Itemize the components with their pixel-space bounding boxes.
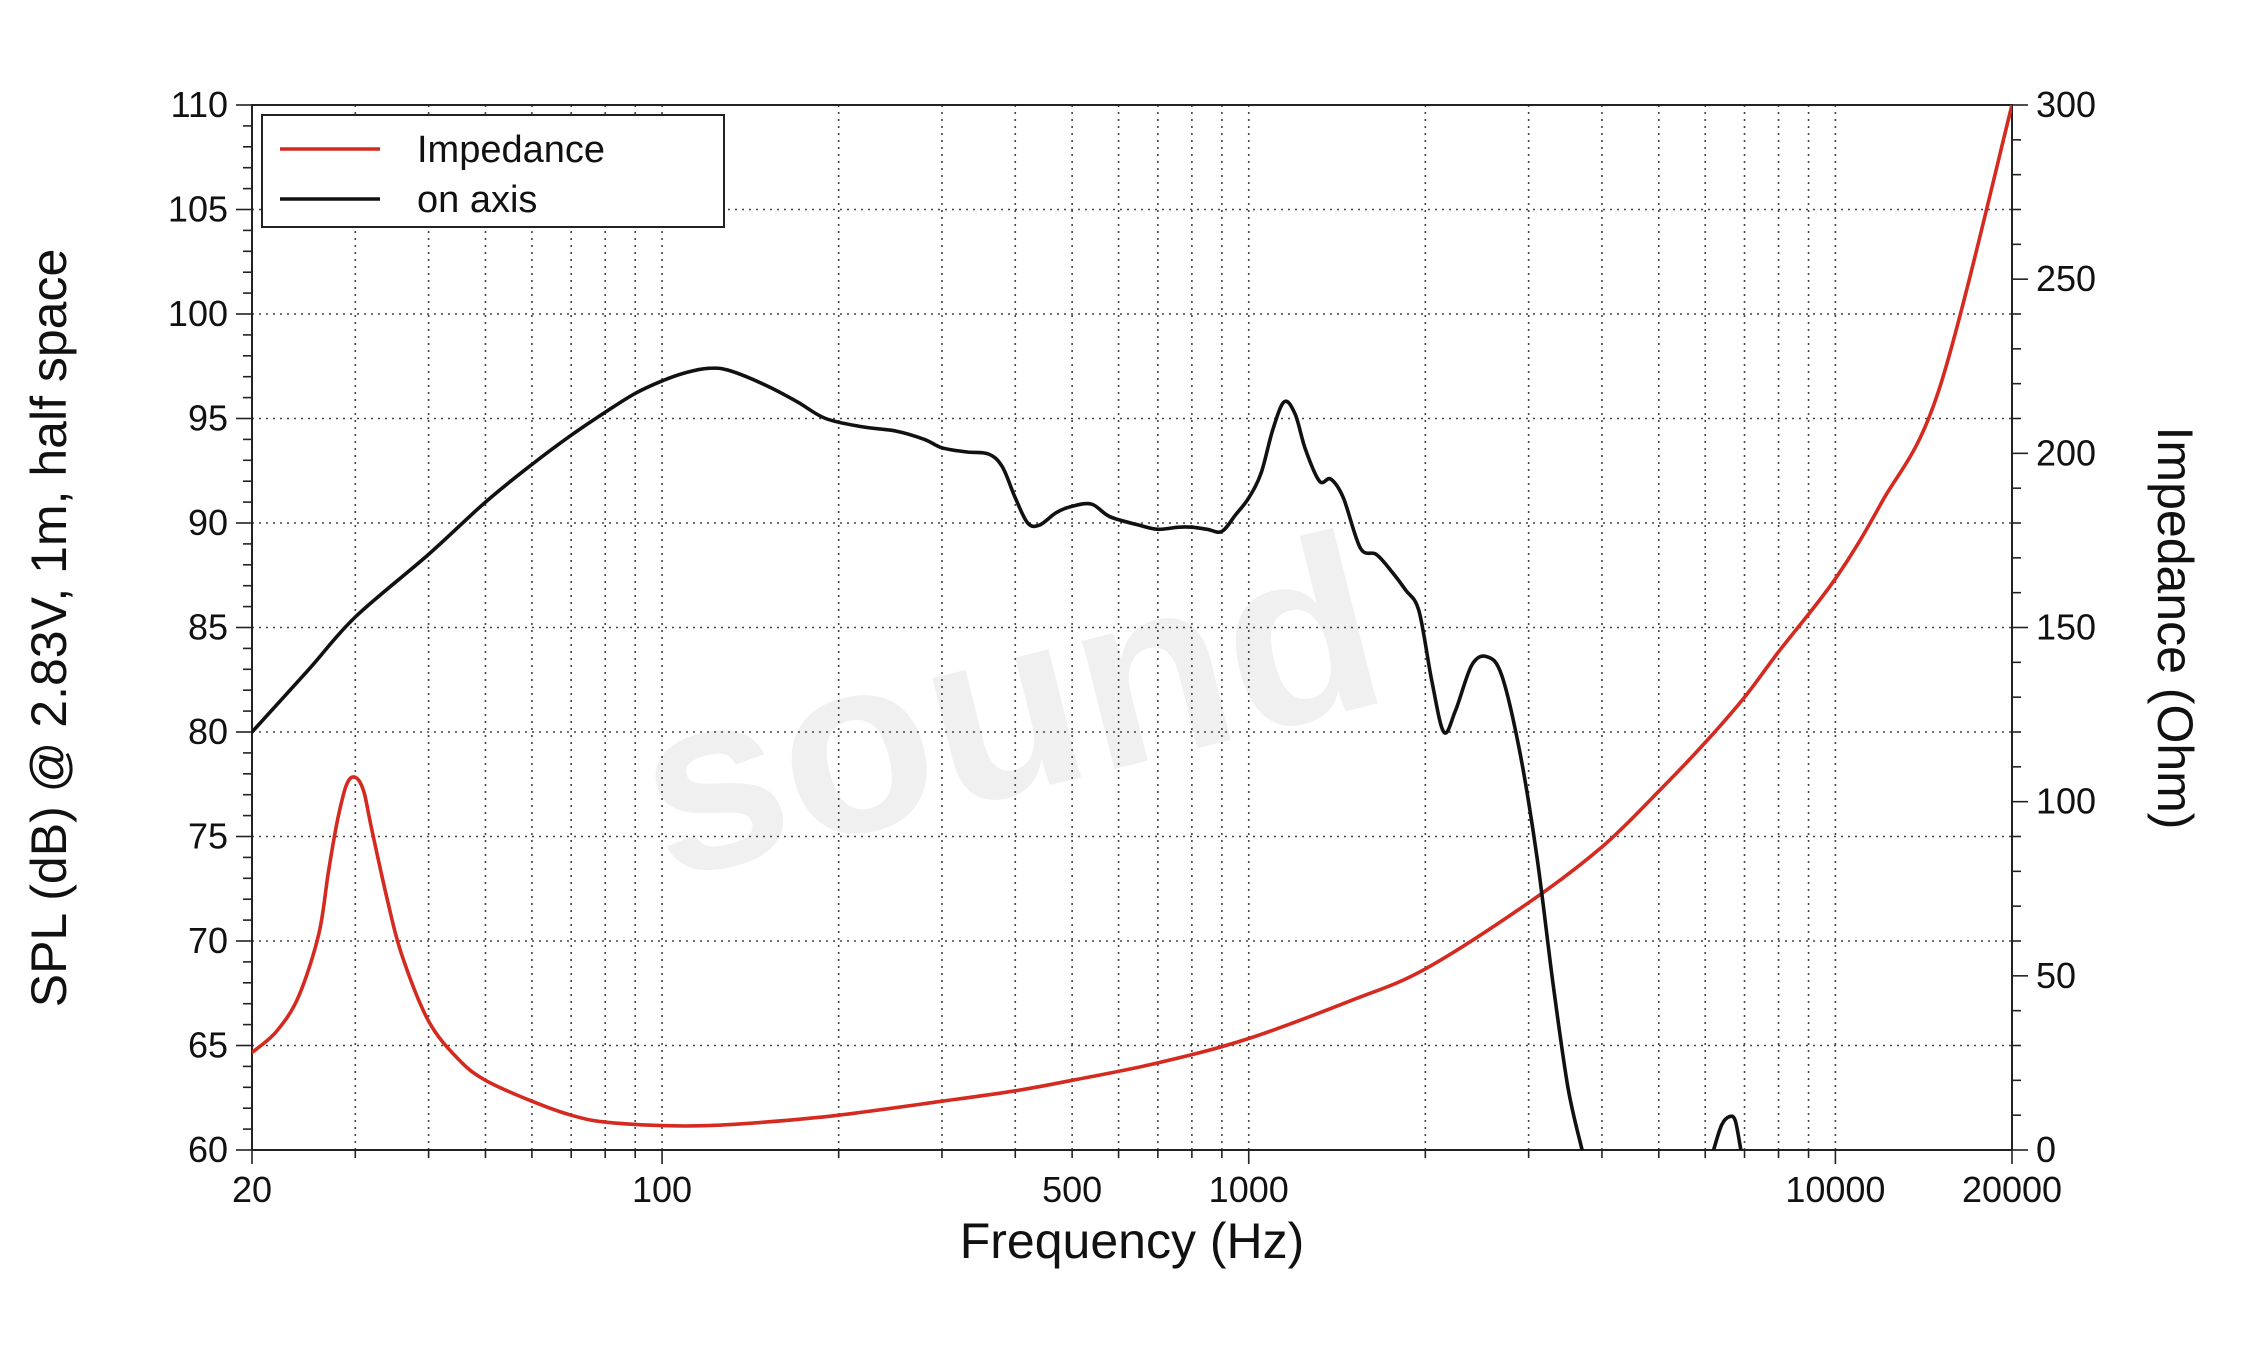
series-line-on-axis-seg2 [1711, 1114, 1743, 1150]
y-right-tick-label: 150 [2036, 607, 2096, 648]
axes: 60 65 70 75 80 85 90 95 100 105 110 0 50 100 150 200 250… [168, 84, 2096, 1210]
y-right-tick-label: 0 [2036, 1129, 2056, 1170]
legend-label-impedance: Impedance [417, 129, 605, 171]
legend-box [261, 114, 725, 228]
watermark: sound [612, 480, 1407, 932]
y-left-tick-label: 70 [188, 920, 228, 961]
y-left-tick-label: 105 [168, 189, 228, 230]
x-tick-label: 500 [1042, 1169, 1102, 1210]
series-layer [252, 105, 2012, 1150]
y-left-axis-title: SPL (dB) @ 2.83V, 1m, half space [21, 249, 77, 1008]
y-left-tick-label: 90 [188, 502, 228, 543]
legend: Impedance on axis [261, 114, 725, 228]
x-tick-label: 20 [232, 1169, 272, 1210]
series-line-impedance [252, 105, 2012, 1128]
y-left-tick-label: 60 [188, 1129, 228, 1170]
x-tick-label: 1000 [1209, 1169, 1289, 1210]
x-axis-title: Frequency (Hz) [960, 1213, 1305, 1269]
watermark-text: sound [612, 480, 1407, 932]
y-left-tick-label: 75 [188, 816, 228, 857]
legend-label-on-axis: on axis [417, 179, 537, 221]
x-tick-label: 100 [632, 1169, 692, 1210]
y-right-tick-label: 300 [2036, 84, 2096, 125]
y-left-tick-label: 95 [188, 398, 228, 439]
x-tick-label: 20000 [1962, 1169, 2062, 1210]
series-clip-group [252, 105, 2012, 1150]
y-left-tick-label: 100 [168, 293, 228, 334]
y-right-axis-title: Impedance (Ohm) [2147, 427, 2203, 830]
y-right-tick-label: 250 [2036, 258, 2096, 299]
y-left-tick-label: 80 [188, 711, 228, 752]
y-left-tick-label: 65 [188, 1025, 228, 1066]
y-left-tick-label: 110 [171, 84, 228, 125]
y-right-tick-label: 50 [2036, 955, 2076, 996]
y-left-tick-label: 85 [188, 607, 228, 648]
y-right-tick-label: 100 [2036, 781, 2096, 822]
y-right-tick-label: 200 [2036, 432, 2096, 473]
series-line-on-axis-seg1 [252, 366, 1584, 1150]
x-tick-label: 10000 [1785, 1169, 1885, 1210]
